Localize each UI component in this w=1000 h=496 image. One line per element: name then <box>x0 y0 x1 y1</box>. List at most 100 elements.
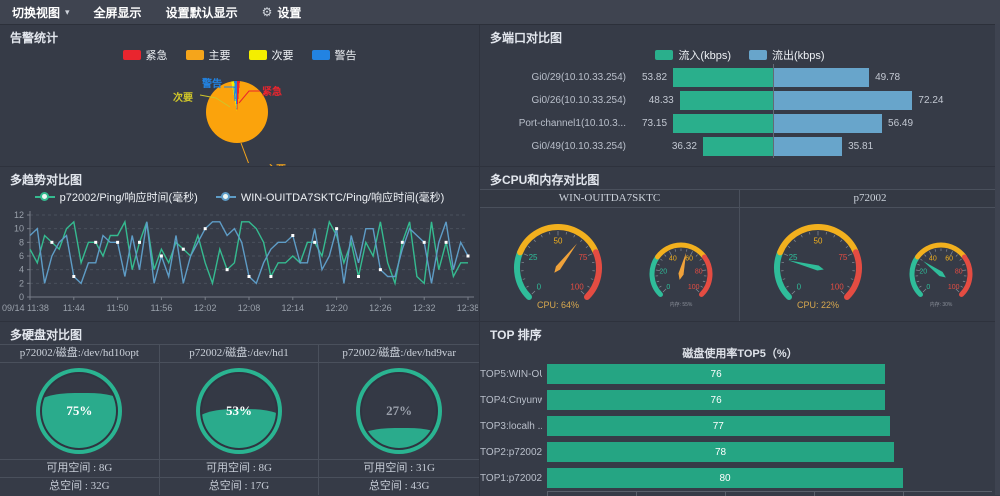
menu-settings[interactable]: ⚙ 设置 <box>262 4 302 21</box>
alarm-legend: 紧急主要次要警告 <box>0 47 479 63</box>
disk-total-1: 总空间 : 17G <box>160 477 319 495</box>
legend-item: 紧急 <box>123 47 168 63</box>
panel-trend-comparison: 多趋势对比图 p72002/Ping/响应时间(毫秒)WIN-OUITDA7SK… <box>0 167 480 322</box>
top-bar-value: 77 <box>713 421 724 432</box>
panel-alarm-title: 告警统计 <box>0 25 479 47</box>
menu-fullscreen[interactable]: 全屏显示 <box>94 4 142 21</box>
legend-item: 警告 <box>312 47 357 63</box>
legend-label: WIN-OUITDA7SKTC/Ping/响应时间(毫秒) <box>241 189 445 205</box>
port-out-value: 35.81 <box>842 141 879 152</box>
svg-text:0: 0 <box>536 282 541 291</box>
port-row-label: Gi0/49(10.10.33.254) <box>480 141 636 152</box>
disk-header-1: p72002/磁盘:/dev/hd1 <box>160 345 319 363</box>
gauge-value-label: 内存: 30% <box>930 301 953 308</box>
top-bar-value: 80 <box>719 473 730 484</box>
cpu-device-header-1: p72002 <box>740 190 1000 207</box>
alarm-pie-area: 次要 警告 紧急 主要 <box>0 63 479 163</box>
port-out-bar <box>773 91 912 110</box>
menu-set-default-view[interactable]: 设置默认显示 <box>166 4 238 21</box>
port-in-value: 48.33 <box>643 95 680 106</box>
svg-text:2: 2 <box>19 278 24 288</box>
panel-cpu-title: 多CPU和内存对比图 <box>480 167 1000 189</box>
top-bar: 78 <box>547 442 894 462</box>
disk-col-2: p72002/磁盘:/dev/hd9var 27% 可用空间 : 31G 总空间… <box>319 345 479 495</box>
legend-label: 警告 <box>335 47 357 63</box>
legend-label: p72002/Ping/响应时间(毫秒) <box>60 189 198 205</box>
svg-text:60: 60 <box>685 255 693 262</box>
legend-label: 主要 <box>209 47 231 63</box>
svg-text:11:44: 11:44 <box>63 303 85 313</box>
legend-item: 主要 <box>186 47 231 63</box>
panel-disk-comparison: 多硬盘对比图 p72002/磁盘:/dev/hd10opt 75% 可用空间 :… <box>0 322 480 496</box>
port-row: Gi0/26(10.10.33.254) 48.33 72.24 <box>480 89 1000 112</box>
svg-text:12:08: 12:08 <box>238 303 261 313</box>
trend-legend: p72002/Ping/响应时间(毫秒) WIN-OUITDA7SKTC/Ping… <box>0 189 479 205</box>
panel-port-comparison: 多端口对比图 流入(kbps)流出(kbps) Gi0/29(10.10.33.… <box>480 25 1000 167</box>
disk-total-2: 总空间 : 43G <box>319 477 479 495</box>
top-row-label: TOP2:p72002 ... <box>480 447 542 458</box>
top-bar-value: 76 <box>711 369 722 380</box>
svg-text:40: 40 <box>668 255 676 262</box>
top-row: TOP3:localh ... 77 <box>480 413 1000 439</box>
port-out-bar <box>773 137 842 156</box>
disk-percent-1: 53% <box>200 372 278 450</box>
legend-label: 流出(kbps) <box>772 47 825 63</box>
svg-text:12:14: 12:14 <box>282 303 305 313</box>
svg-text:60: 60 <box>945 255 953 262</box>
svg-text:75: 75 <box>838 253 847 262</box>
svg-text:09/14 11:38: 09/14 11:38 <box>2 303 49 313</box>
legend-marker <box>216 196 236 198</box>
disk-header-2: p72002/磁盘:/dev/hd9var <box>319 345 479 363</box>
svg-text:100: 100 <box>570 282 584 291</box>
svg-text:12: 12 <box>14 210 24 220</box>
legend-marker <box>35 196 55 198</box>
top-row-label: TOP1:p72002 ... <box>480 473 542 484</box>
panel-top-sort: TOP 排序 磁盘使用率TOP5（%） TOP5:WIN-OU ...76TOP… <box>480 322 1000 496</box>
svg-text:10: 10 <box>14 224 24 234</box>
scrollbar-track[interactable] <box>995 24 1000 495</box>
top-row-label: TOP3:localh ... <box>480 421 542 432</box>
port-out-value: 49.78 <box>869 72 906 83</box>
svg-text:20: 20 <box>659 268 667 275</box>
top-bar: 77 <box>547 416 890 436</box>
svg-text:12:32: 12:32 <box>413 303 436 313</box>
menu-fullscreen-label: 全屏显示 <box>94 4 142 21</box>
svg-text:12:26: 12:26 <box>369 303 392 313</box>
svg-text:0: 0 <box>797 282 802 291</box>
menu-settings-label: 设置 <box>277 4 301 21</box>
port-legend: 流入(kbps)流出(kbps) <box>480 47 1000 63</box>
disk-gauge-area-2: 27% <box>319 363 479 459</box>
port-row-label: Gi0/29(10.10.33.254) <box>480 72 636 83</box>
panel-port-title: 多端口对比图 <box>480 25 1000 47</box>
svg-text:20: 20 <box>919 268 927 275</box>
port-in-bar <box>703 137 773 156</box>
top-row: TOP2:p72002 ... 78 <box>480 439 1000 465</box>
svg-text:80: 80 <box>694 268 702 275</box>
panel-top-title: TOP 排序 <box>480 322 1000 344</box>
disk-col-0: p72002/磁盘:/dev/hd10opt 75% 可用空间 : 8G 总空间… <box>0 345 160 495</box>
svg-text:6: 6 <box>19 251 24 261</box>
menu-switch-view[interactable]: 切换视图 ▾ <box>12 4 70 21</box>
toolbar: 切换视图 ▾ 全屏显示 设置默认显示 ⚙ 设置 <box>0 0 1000 25</box>
disk-total-0: 总空间 : 32G <box>0 477 159 495</box>
pie-label-minor: 次要 <box>173 89 193 104</box>
top-bar: 76 <box>547 364 885 384</box>
disk-liquid-gauge-1: 53% <box>196 368 282 454</box>
disk-gauge-area-1: 53% <box>160 363 319 459</box>
port-row-label: Gi0/26(10.10.33.254) <box>480 95 636 106</box>
legend-swatch <box>749 50 767 60</box>
svg-text:100: 100 <box>948 284 960 291</box>
menu-switch-view-label: 切换视图 <box>12 4 60 21</box>
cpu-device-header-0: WIN-OUITDA7SKTC <box>480 190 740 207</box>
svg-text:100: 100 <box>687 284 699 291</box>
port-out-value: 72.24 <box>912 95 949 106</box>
legend-swatch <box>249 50 267 60</box>
svg-text:8: 8 <box>19 237 24 247</box>
